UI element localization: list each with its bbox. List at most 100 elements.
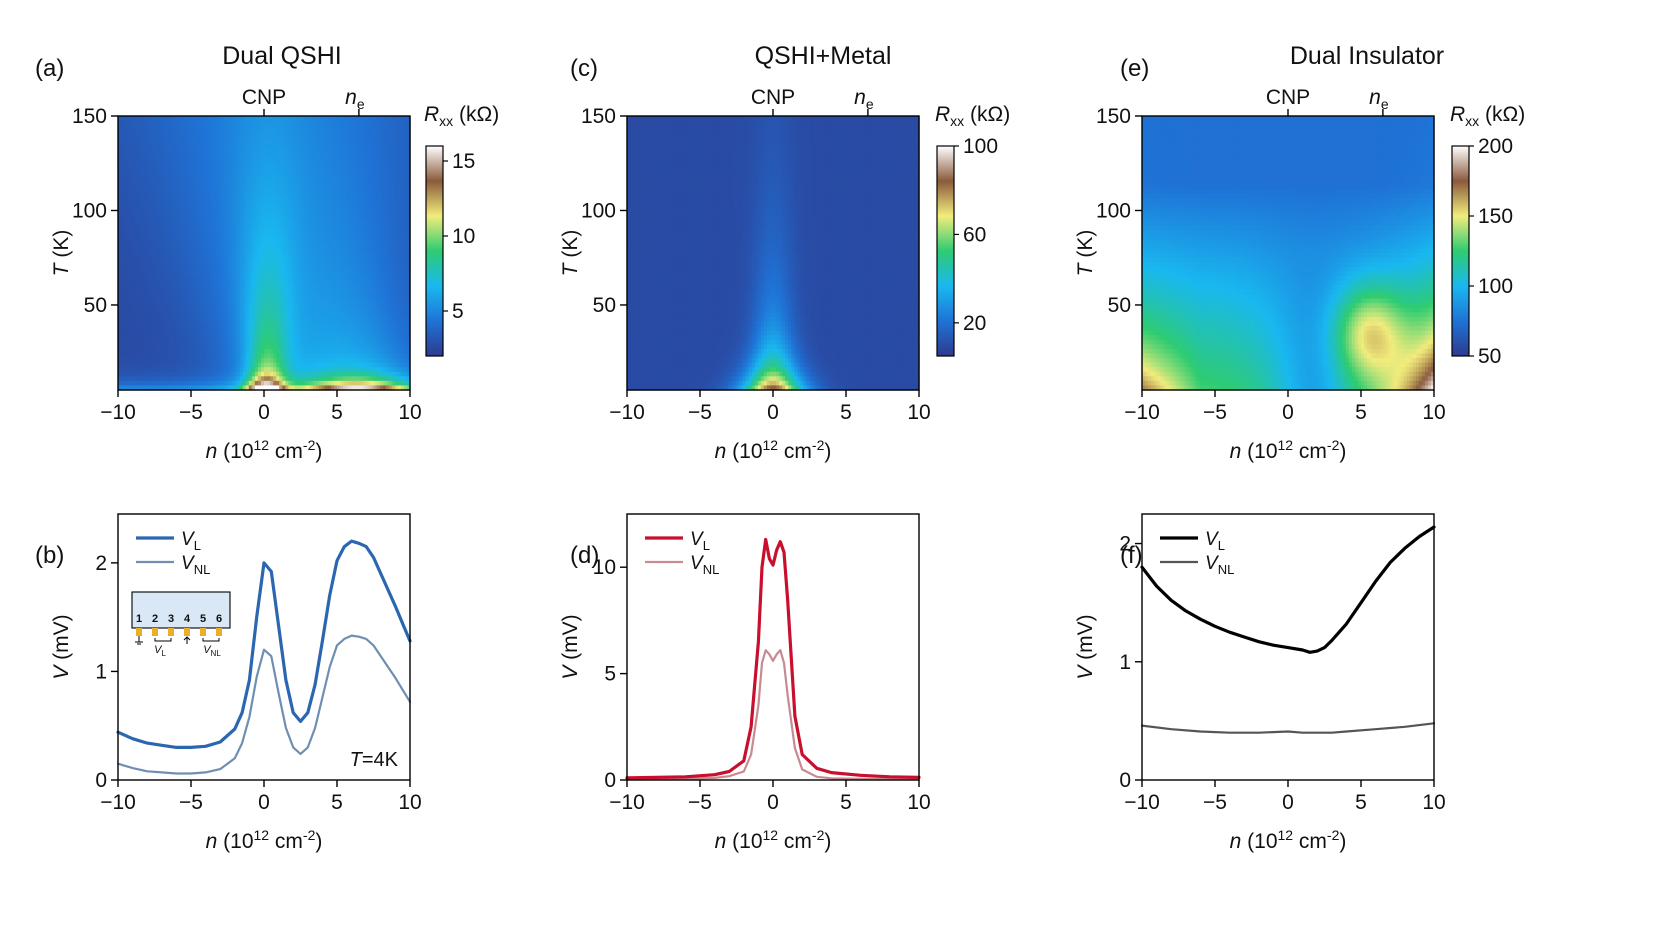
heatmap-cell bbox=[200, 152, 204, 158]
heatmap-cell bbox=[385, 152, 390, 158]
heatmap-cell bbox=[324, 198, 329, 204]
heatmap-cell bbox=[166, 175, 171, 181]
heatmap-cell bbox=[200, 166, 204, 172]
heatmap-cell bbox=[367, 202, 372, 208]
heatmap-cell bbox=[218, 257, 223, 263]
heatmap-cell bbox=[124, 316, 128, 323]
heatmap-cell bbox=[337, 262, 341, 268]
heatmap-cell bbox=[337, 120, 341, 126]
heatmap-cell bbox=[367, 321, 372, 327]
heatmap-cell bbox=[279, 339, 283, 345]
heatmap-cell bbox=[124, 170, 128, 176]
heatmap-cell bbox=[124, 189, 128, 195]
heatmap-cell bbox=[330, 262, 335, 268]
heatmap-cell bbox=[124, 307, 128, 313]
heatmap-cell bbox=[367, 280, 372, 286]
heatmap-cell bbox=[385, 175, 390, 181]
heatmap-cell bbox=[154, 253, 159, 259]
heatmap-cell bbox=[251, 348, 256, 355]
heatmap-cell bbox=[227, 161, 232, 167]
heatmap-cell bbox=[373, 316, 378, 323]
heatmap-cell bbox=[212, 221, 216, 227]
heatmap-cell bbox=[142, 312, 146, 318]
heatmap-cell bbox=[403, 116, 408, 122]
heatmap-cell bbox=[124, 116, 128, 122]
heatmap-cell bbox=[406, 275, 411, 281]
heatmap-cell bbox=[130, 262, 134, 268]
heatmap-cell bbox=[133, 134, 137, 140]
heatmap-cell bbox=[400, 266, 405, 272]
heatmap-cell bbox=[376, 184, 381, 190]
heatmap-cell bbox=[352, 280, 356, 286]
heatmap-cell bbox=[264, 193, 268, 199]
heatmap-cell bbox=[358, 335, 362, 341]
heatmap-cell bbox=[388, 193, 393, 199]
heatmap-cell bbox=[181, 179, 186, 186]
heatmap-cell bbox=[343, 326, 347, 332]
heatmap-cell bbox=[355, 202, 359, 208]
heatmap-cell bbox=[194, 198, 198, 204]
heatmap-cell bbox=[300, 303, 305, 309]
heatmap-cell bbox=[236, 248, 241, 254]
heatmap-cell bbox=[349, 211, 353, 218]
heatmap-cell bbox=[358, 284, 362, 291]
heatmap-cell bbox=[121, 335, 125, 341]
heatmap-cell bbox=[367, 184, 372, 190]
heatmap-cell bbox=[303, 262, 308, 268]
heatmap-cell bbox=[291, 303, 296, 309]
heatmap-cell bbox=[233, 348, 238, 355]
heatmap-cell bbox=[291, 348, 296, 355]
heatmap-cell bbox=[227, 312, 232, 318]
heatmap-cell bbox=[321, 134, 326, 140]
heatmap-cell bbox=[352, 335, 356, 341]
heatmap-cell bbox=[151, 239, 156, 245]
heatmap-cell bbox=[333, 280, 338, 286]
heatmap-cell bbox=[206, 271, 210, 277]
heatmap-cell bbox=[364, 316, 369, 323]
heatmap-cell bbox=[270, 170, 274, 176]
heatmap-cell bbox=[260, 184, 265, 190]
heatmap-cell bbox=[169, 284, 174, 291]
heatmap-cell bbox=[267, 316, 271, 323]
heatmap-cell bbox=[337, 207, 341, 213]
heatmap-cell bbox=[187, 198, 192, 204]
heatmap-cell bbox=[145, 125, 150, 131]
heatmap-cell bbox=[242, 243, 247, 250]
heatmap-cell bbox=[200, 179, 204, 186]
heatmap-cell bbox=[251, 152, 256, 158]
heatmap-cell bbox=[355, 138, 359, 144]
heatmap-cell bbox=[403, 193, 408, 199]
heatmap-cell bbox=[191, 143, 195, 149]
heatmap-cell bbox=[337, 335, 341, 341]
heatmap-cell bbox=[312, 248, 317, 254]
heatmap-cell bbox=[285, 198, 289, 204]
heatmap-cell bbox=[191, 253, 195, 259]
heatmap-cell bbox=[163, 335, 168, 341]
heatmap-cell bbox=[118, 170, 122, 176]
heatmap-cell bbox=[248, 221, 253, 227]
heatmap-cell bbox=[172, 166, 177, 172]
heatmap-cell bbox=[364, 129, 369, 135]
heatmap-cell bbox=[148, 248, 153, 254]
heatmap-cell bbox=[397, 344, 402, 350]
heatmap-cell bbox=[160, 184, 165, 190]
heatmap-cell bbox=[337, 321, 341, 327]
heatmap-cell bbox=[236, 316, 241, 323]
heatmap-cell bbox=[337, 257, 341, 263]
heatmap-cell bbox=[397, 239, 402, 245]
heatmap-cell bbox=[361, 326, 365, 332]
heatmap-cell bbox=[394, 262, 399, 268]
heatmap-cell bbox=[300, 326, 305, 332]
heatmap-cell bbox=[206, 202, 210, 208]
heatmap-cell bbox=[312, 207, 317, 213]
heatmap-cell bbox=[245, 157, 250, 163]
heatmap-cell bbox=[233, 312, 238, 318]
heatmap-cell bbox=[212, 243, 216, 250]
heatmap-cell bbox=[312, 262, 317, 268]
heatmap-cell bbox=[215, 202, 219, 208]
heatmap-cell bbox=[166, 307, 171, 313]
heatmap-cell bbox=[145, 175, 150, 181]
heatmap-cell bbox=[133, 143, 137, 149]
heatmap-cell bbox=[343, 184, 347, 190]
heatmap-cell bbox=[270, 275, 274, 281]
